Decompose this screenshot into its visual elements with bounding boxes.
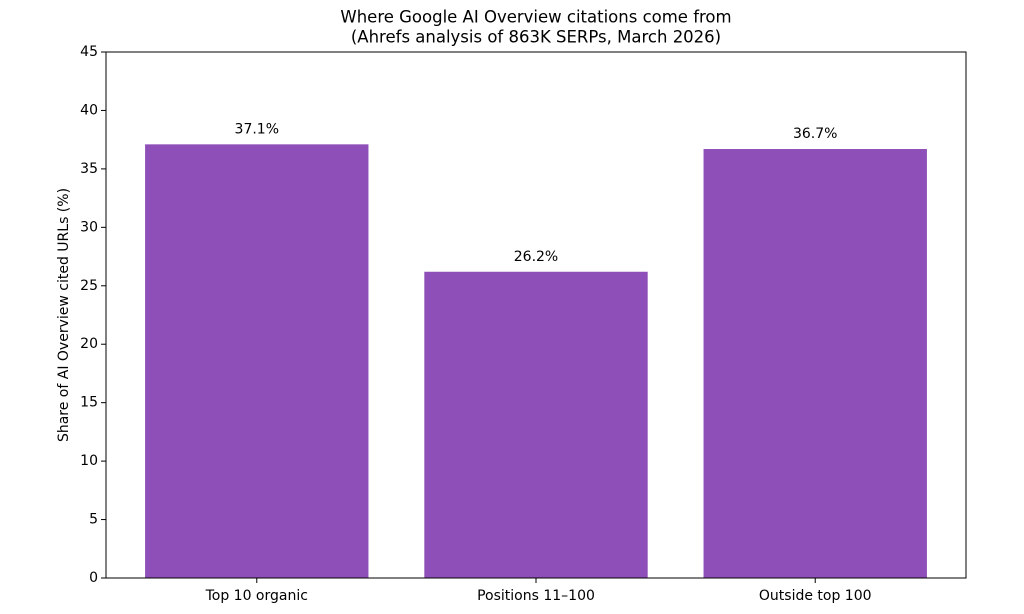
x-tick-label: Outside top 100	[759, 588, 872, 604]
y-tick-label: 0	[89, 570, 98, 586]
y-tick-label: 45	[80, 44, 98, 60]
value-label: 36.7%	[793, 126, 837, 142]
bar	[424, 271, 648, 578]
y-axis-label: Share of AI Overview cited URLs (%)	[56, 188, 72, 442]
chart-subtitle: (Ahrefs analysis of 863K SERPs, March 20…	[351, 28, 721, 47]
x-tick-label: Top 10 organic	[205, 588, 308, 604]
y-tick-label: 30	[80, 219, 98, 235]
y-tick-label: 35	[80, 161, 98, 177]
x-tick-label: Positions 11–100	[477, 588, 595, 604]
y-tick-label: 5	[89, 512, 98, 528]
plot-frame	[105, 51, 967, 579]
value-label: 37.1%	[235, 121, 279, 137]
y-tick-label: 15	[80, 395, 98, 411]
y-tick-label: 25	[80, 278, 98, 294]
bar	[703, 149, 927, 579]
y-tick-label: 40	[80, 102, 98, 118]
bar	[145, 144, 369, 578]
y-tick-label: 10	[80, 453, 98, 469]
chart-title: Where Google AI Overview citations come …	[340, 8, 731, 27]
value-label: 26.2%	[514, 249, 558, 265]
y-tick-label: 20	[80, 336, 98, 352]
